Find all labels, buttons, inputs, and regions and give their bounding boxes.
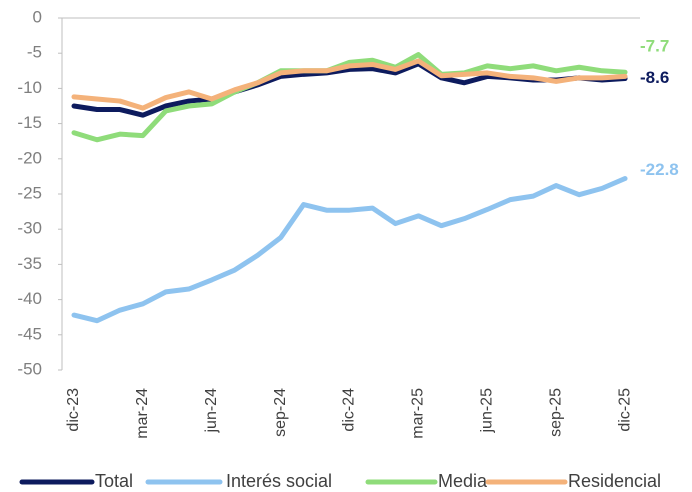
y-tick-label: -30 [17, 219, 42, 238]
y-tick-label: -40 [17, 289, 42, 308]
y-tick-label: -15 [17, 113, 42, 132]
data-label: -8.6 [640, 68, 669, 87]
y-tick-label: -5 [27, 43, 42, 62]
x-tick-label: jun-25 [478, 388, 495, 434]
series-line [71, 61, 628, 118]
x-tick-label: jun-24 [203, 388, 220, 434]
series-line [71, 58, 628, 111]
legend-label: Residencial [568, 471, 661, 491]
x-tick-label: dic-23 [65, 388, 82, 432]
legend-label: Interés social [226, 471, 332, 491]
legend-label: Media [438, 471, 488, 491]
legend-label: Total [95, 471, 133, 491]
y-tick-label: -35 [17, 254, 42, 273]
x-tick-label: dic-24 [341, 388, 358, 432]
y-tick-label: -45 [17, 324, 42, 343]
series-line [71, 176, 628, 324]
y-tick-label: 0 [33, 7, 42, 26]
x-tick-label: sep-24 [272, 388, 289, 437]
x-tick-label: mar-24 [134, 388, 151, 439]
data-label: -7.7 [640, 37, 669, 56]
y-tick-label: -50 [17, 359, 42, 378]
y-tick-label: -25 [17, 183, 42, 202]
x-tick-label: mar-25 [410, 388, 427, 439]
data-label: -22.8 [640, 160, 679, 179]
x-tick-label: sep-25 [547, 388, 564, 437]
y-tick-label: -10 [17, 78, 42, 97]
x-tick-label: dic-25 [616, 388, 633, 432]
series-line [71, 52, 628, 143]
y-tick-label: -20 [17, 148, 42, 167]
